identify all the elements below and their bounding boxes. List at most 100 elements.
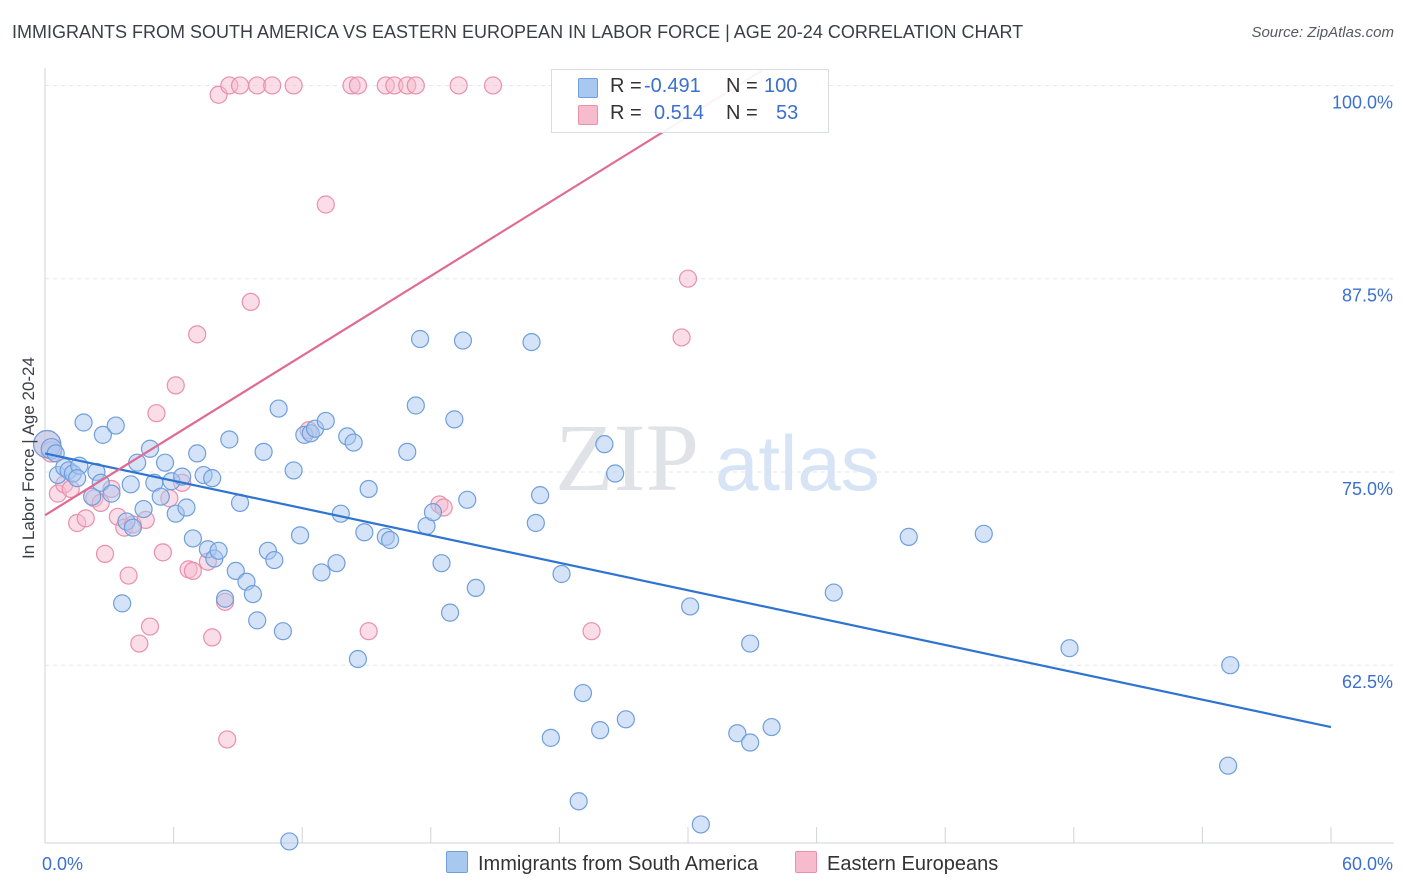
data-point — [691, 815, 710, 834]
data-point — [1060, 639, 1079, 658]
data-point — [398, 442, 417, 461]
legend-n-label: N = — [726, 75, 758, 97]
data-point — [440, 603, 460, 622]
legend-r-label: R = — [610, 102, 642, 124]
data-point — [466, 578, 485, 598]
data-point — [741, 733, 760, 752]
data-point — [453, 331, 473, 350]
data-point — [327, 554, 346, 573]
data-point — [284, 461, 303, 480]
data-point — [606, 464, 625, 483]
data-point — [616, 710, 635, 729]
legend-row-pink: R = 0.514 N = 53 — [552, 101, 828, 127]
data-point — [316, 411, 335, 431]
data-point — [183, 561, 202, 581]
data-point — [76, 509, 95, 528]
bottom-legend-label-blue: Immigrants from South America — [478, 853, 759, 875]
data-point — [348, 649, 368, 669]
data-point — [280, 832, 299, 851]
data-point — [95, 544, 115, 563]
data-point — [678, 269, 698, 288]
data-point — [974, 524, 993, 543]
data-point — [220, 430, 239, 449]
data-point — [121, 475, 140, 494]
source-label: Source: ZipAtlas.com — [1251, 24, 1394, 41]
trend-line-eastern-europeans — [44, 69, 764, 517]
data-point — [166, 376, 185, 395]
data-point — [355, 523, 374, 542]
data-point — [215, 589, 235, 608]
y-tick-label: 100.0% — [1332, 92, 1393, 112]
y-tick-label: 87.5% — [1342, 286, 1393, 306]
data-point — [591, 721, 610, 740]
data-point — [269, 399, 288, 418]
data-point — [113, 594, 132, 613]
data-point — [203, 469, 222, 488]
data-point — [432, 554, 451, 573]
data-point — [526, 513, 545, 533]
data-point — [263, 76, 282, 95]
trend-line-south-america — [44, 452, 1332, 729]
data-point — [241, 292, 260, 311]
data-point — [140, 617, 160, 636]
data-point — [316, 195, 335, 214]
trend-lines — [44, 69, 1332, 729]
data-point — [218, 730, 237, 749]
data-point — [130, 634, 149, 653]
data-point — [123, 518, 142, 537]
data-point — [522, 332, 541, 352]
legend-swatch-pink — [578, 105, 598, 125]
series-south-america — [32, 329, 1240, 851]
data-point — [203, 628, 222, 647]
watermark: ZIP atlas — [555, 404, 880, 511]
data-point — [541, 728, 560, 747]
data-point — [119, 566, 138, 585]
data-point — [423, 503, 443, 522]
watermark-atlas: atlas — [715, 419, 880, 507]
data-point — [188, 325, 207, 344]
data-point — [569, 792, 588, 811]
legend-n-value-blue: 100 — [764, 75, 798, 97]
data-point — [284, 76, 303, 95]
data-point — [824, 583, 843, 602]
data-point — [93, 425, 112, 444]
data-point — [155, 453, 175, 472]
data-point — [83, 487, 102, 506]
data-point — [380, 530, 400, 550]
bottom-legend-swatch-blue — [446, 851, 468, 873]
data-point — [483, 76, 503, 95]
data-point — [1219, 756, 1238, 775]
bottom-legend-swatch-pink — [795, 851, 817, 873]
data-point — [741, 634, 760, 653]
data-point — [681, 597, 700, 616]
data-point — [102, 484, 121, 503]
y-tick-label: 75.0% — [1342, 479, 1393, 499]
data-point — [573, 683, 593, 703]
data-point — [595, 435, 614, 454]
data-point — [106, 416, 125, 435]
data-point — [582, 622, 601, 641]
data-point — [254, 442, 273, 461]
legend-r-value-pink: 0.514 — [654, 102, 705, 124]
data-point — [359, 479, 378, 499]
data-point — [359, 622, 378, 641]
data-point — [331, 504, 350, 523]
legend-r-label: R = — [610, 75, 642, 97]
data-point — [531, 486, 550, 505]
data-point — [74, 413, 93, 432]
data-point — [762, 717, 781, 737]
data-point — [449, 76, 468, 95]
x-tick-label: 0.0% — [42, 854, 83, 874]
data-point — [410, 329, 430, 349]
data-point — [344, 433, 363, 452]
bottom-legend-south-america: Immigrants from South America — [446, 851, 758, 877]
correlation-legend: R = -0.491 N = 100 R = 0.514 N = 53 — [551, 69, 829, 133]
data-point — [290, 526, 310, 545]
y-tick-label: 62.5% — [1342, 672, 1393, 692]
data-point — [406, 76, 425, 95]
data-point — [183, 529, 202, 548]
watermark-zip: ZIP — [555, 404, 699, 511]
data-point — [151, 487, 170, 506]
data-point — [273, 622, 293, 641]
